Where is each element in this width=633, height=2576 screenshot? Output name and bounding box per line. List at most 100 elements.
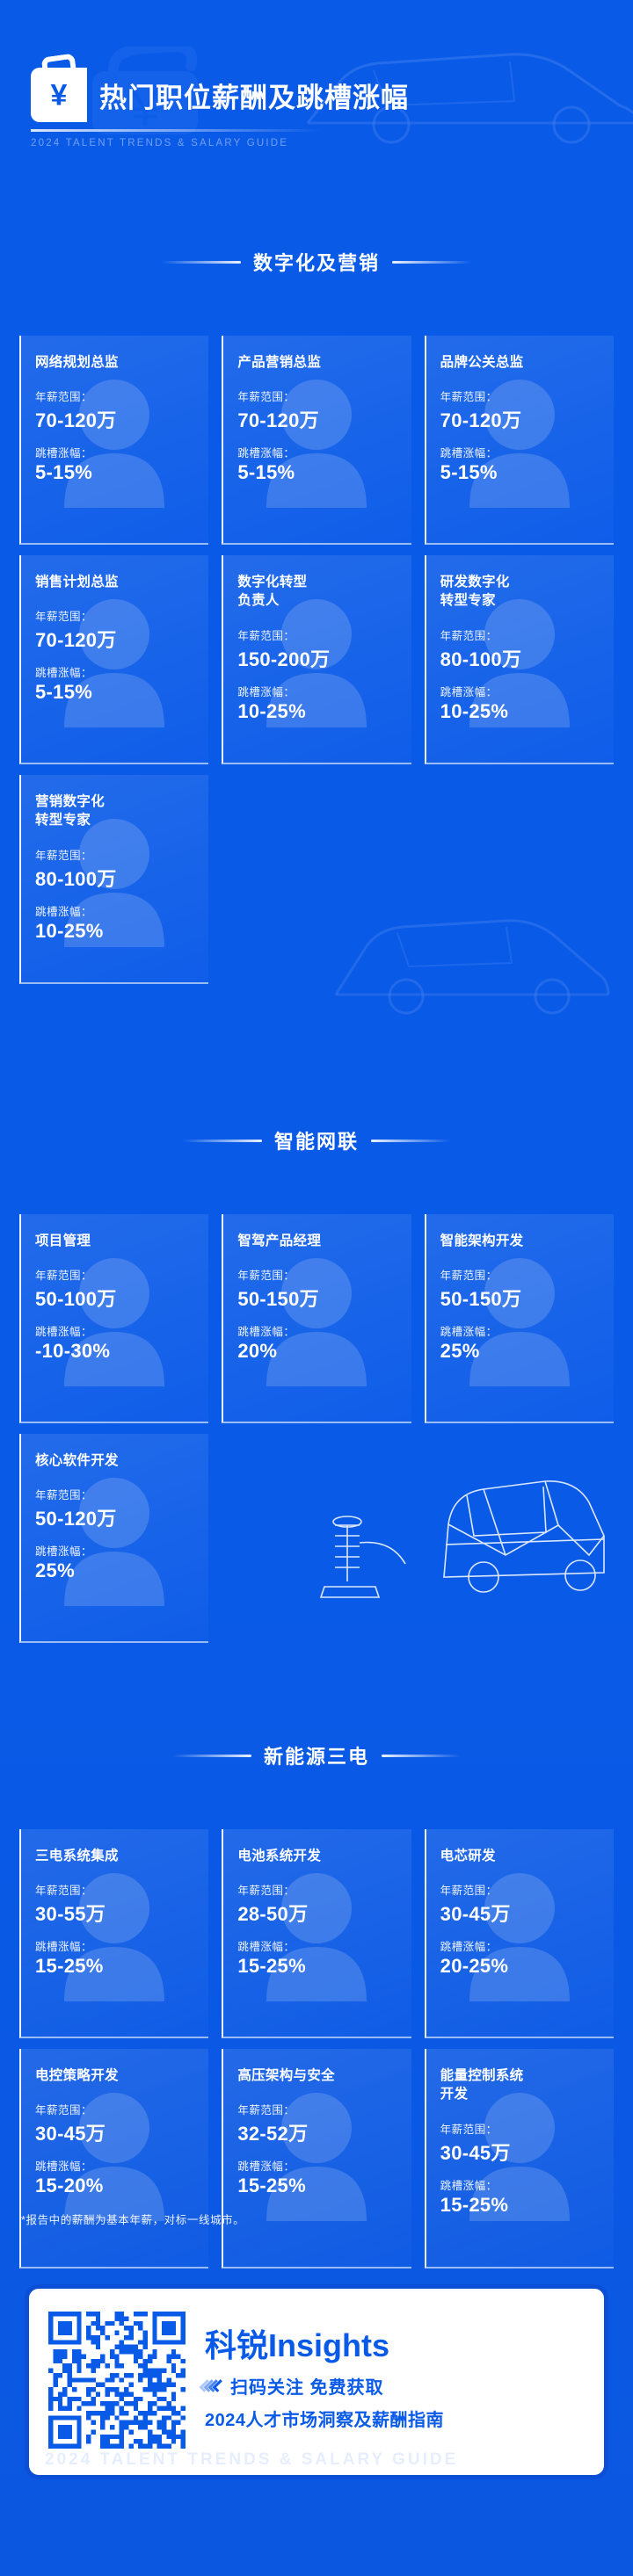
raise-block: 跳槽涨幅： 10-25% [237,683,397,723]
raise-value: 10-25% [440,700,509,722]
card-row: 网络规划总监 年薪范围： 70-120万 跳槽涨幅： 5-15% 产品营销总监 … [0,336,633,545]
raise-value: 20-25% [440,1955,509,1978]
salary-range-label: 年薪范围： [35,391,93,404]
card-title-line: 产品营销总监 [237,355,322,370]
salary-range-block: 年薪范围： 50-120万 [35,1486,194,1531]
salary-range-label: 年薪范围： [237,630,295,642]
salary-range-label: 年薪范围： [440,630,498,642]
card-title-line: 转型专家 [440,593,496,609]
salary-card[interactable]: 高压架构与安全 年薪范围： 32-52万 跳槽涨幅： 15-25% [222,2049,411,2268]
salary-range-value: 150-200万 [237,648,331,670]
card-job-title: 高压架构与安全 [237,2066,397,2085]
salary-range-label: 年薪范围： [35,1489,93,1502]
salary-card[interactable]: 研发数字化 转型专家 年薪范围： 80-100万 跳槽涨幅： 10-25% [424,555,614,764]
heading-rule-left [182,1139,262,1142]
card-title-line: 营销数字化 [35,794,106,809]
raise-block: 跳槽涨幅： 25% [35,1542,194,1582]
card-job-title: 核心软件开发 [35,1451,194,1470]
raise-value: 5-15% [237,461,295,484]
salary-range-label: 年薪范围： [237,1885,295,1898]
card-title-line: 转型专家 [35,813,91,829]
salary-card[interactable]: 电控策略开发 年薪范围： 30-45万 跳槽涨幅： 15-20% [19,2049,209,2268]
salary-range-value: 80-100万 [440,648,522,670]
qr-code[interactable] [48,2312,186,2449]
card-row: 电控策略开发 年薪范围： 30-45万 跳槽涨幅： 15-20% 高压架构与安全… [0,2049,633,2268]
salary-range-value: 50-150万 [440,1288,522,1311]
section-heading-text: 智能网联 [273,1131,359,1153]
salary-range-label: 年薪范围： [440,391,498,404]
raise-label: 跳槽涨幅： [237,1941,295,1954]
header-divider [31,129,321,132]
raise-label: 跳槽涨幅： [35,667,93,680]
card-title-line: 数字化转型 [237,575,308,590]
salary-range-block: 年薪范围： 30-45万 [35,2101,194,2146]
card-job-title: 研发数字化 转型专家 [440,573,600,611]
card-title-line: 销售计划总监 [35,575,119,590]
card-job-title: 电池系统开发 [237,1847,397,1865]
heading-rule-left [161,260,241,264]
header-title-row: ¥ 热门职位薪酬及跳槽涨幅 [31,53,409,122]
salary-range-block: 年薪范围： 70-120万 [440,387,600,433]
salary-card[interactable]: 产品营销总监 年薪范围： 70-120万 跳槽涨幅： 5-15% [222,336,411,545]
salary-card[interactable]: 营销数字化 转型专家 年薪范围： 80-100万 跳槽涨幅： 10-25% [19,775,209,984]
salary-card[interactable]: 项目管理 年薪范围： 50-100万 跳槽涨幅： -10-30% [19,1214,209,1423]
section-heading-text: 数字化及营销 [252,252,380,274]
raise-label: 跳槽涨幅： [237,686,295,698]
card-title-line: 品牌公关总监 [440,355,524,370]
salary-card[interactable]: 核心软件开发 年薪范围： 50-120万 跳槽涨幅： 25% [19,1434,209,1643]
chevron-left-icon [199,2378,226,2392]
salary-card[interactable]: 三电系统集成 年薪范围： 30-55万 跳槽涨幅： 15-25% [19,1829,209,2038]
salary-card[interactable]: 智驾产品经理 年薪范围： 50-150万 跳槽涨幅： 20% [222,1214,411,1423]
section-heading: 智能网联 [0,1126,633,1154]
raise-value: 10-25% [35,920,104,942]
raise-label: 跳槽涨幅： [237,447,295,460]
card-title-line: 网络规划总监 [35,355,119,370]
salary-range-block: 年薪范围： 28-50万 [237,1881,397,1927]
salary-range-label: 年薪范围： [237,1270,295,1283]
card-title-line: 项目管理 [35,1234,91,1248]
card-job-title: 项目管理 [35,1232,194,1250]
salary-card[interactable]: 品牌公关总监 年薪范围： 70-120万 跳槽涨幅： 5-15% [424,336,614,545]
cta-row: 扫码关注 免费获取 [199,2373,444,2399]
salary-range-label: 年薪范围： [237,2104,295,2117]
salary-card[interactable]: 网络规划总监 年薪范围： 70-120万 跳槽涨幅： 5-15% [19,336,209,545]
heading-rule-right [382,1754,461,1757]
heading-rule-right [392,260,471,264]
raise-block: 跳槽涨幅： 15-25% [237,2157,397,2197]
salary-card[interactable]: 能量控制系统 开发 年薪范围： 30-45万 跳槽涨幅： 15-25% [424,2049,614,2268]
salary-range-block: 年薪范围： 50-100万 [35,1266,194,1312]
card-title-line: 能量控制系统 [440,2068,524,2083]
page-title: 热门职位薪酬及跳槽涨幅 [99,82,409,113]
salary-card[interactable]: 电池系统开发 年薪范围： 28-50万 跳槽涨幅： 15-25% [222,1829,411,2038]
raise-block: 跳槽涨幅： 15-25% [440,2176,600,2217]
salary-card[interactable]: 数字化转型 负责人 年薪范围： 150-200万 跳槽涨幅： 10-25% [222,555,411,764]
raise-value: 5-15% [440,461,498,484]
salary-card[interactable]: 销售计划总监 年薪范围： 70-120万 跳槽涨幅： 5-15% [19,555,209,764]
bottom-cta-panel[interactable]: 2024 TALENT TRENDS & SALARY GUIDE 科锐Insi… [25,2284,608,2479]
salary-range-block: 年薪范围： 30-55万 [35,1881,194,1927]
card-row: 三电系统集成 年薪范围： 30-55万 跳槽涨幅： 15-25% 电池系统开发 … [0,1829,633,2038]
raise-block: 跳槽涨幅： 5-15% [35,444,194,484]
raise-label: 跳槽涨幅： [35,1545,93,1559]
salary-card[interactable]: 智能架构开发 年薪范围： 50-150万 跳槽涨幅： 25% [424,1214,614,1423]
footnote: *报告中的薪酬为基本年薪，对标一线城市。 [21,2214,245,2226]
salary-range-block: 年薪范围： 30-45万 [440,1881,600,1927]
raise-label: 跳槽涨幅： [35,2160,93,2174]
salary-card[interactable]: 电芯研发 年薪范围： 30-45万 跳槽涨幅： 20-25% [424,1829,614,2038]
card-job-title: 能量控制系统 开发 [440,2066,600,2104]
raise-label: 跳槽涨幅： [440,1326,498,1339]
salary-range-block: 年薪范围： 50-150万 [440,1266,600,1312]
card-title-line: 电控策略开发 [35,2068,119,2083]
salary-range-label: 年薪范围： [440,2124,498,2136]
salary-range-value: 30-45万 [35,2123,106,2145]
raise-label: 跳槽涨幅： [237,1326,295,1339]
salary-range-label: 年薪范围： [237,391,295,404]
raise-block: 跳槽涨幅： 15-20% [35,2157,194,2197]
raise-value: 15-25% [440,2194,509,2216]
raise-label: 跳槽涨幅： [35,447,93,460]
raise-block: 跳槽涨幅： 10-25% [35,902,194,943]
section-heading: 新能源三电 [0,1741,633,1769]
page-header: ¥ ¥ 热门职位薪酬及跳槽涨幅 2024 TALENT TRENDS & SAL… [0,47,633,171]
heading-rule-left [171,1754,251,1757]
